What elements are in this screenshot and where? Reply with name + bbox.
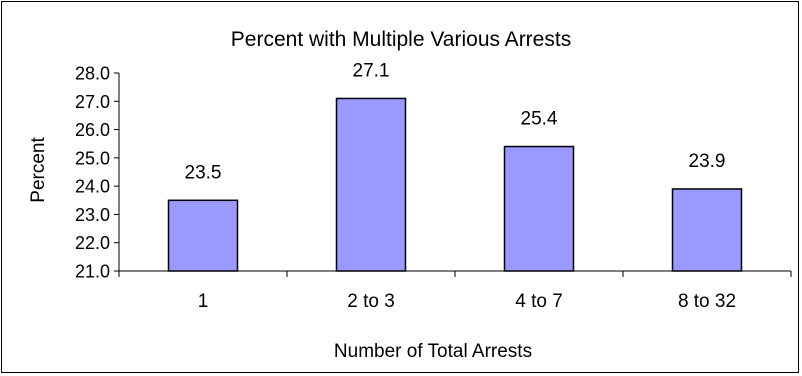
y-tick-label: 22.0 <box>75 233 110 253</box>
data-label: 25.4 <box>521 109 558 130</box>
y-tick-label: 28.0 <box>75 64 110 84</box>
bars <box>167 97 743 272</box>
bar <box>503 145 575 272</box>
data-label: 23.5 <box>185 162 222 183</box>
x-tick-label: 4 to 7 <box>515 291 563 312</box>
data-label: 27.1 <box>353 60 390 81</box>
y-tick-label: 23.0 <box>75 205 110 225</box>
y-tick-label: 26.0 <box>75 120 110 140</box>
bar <box>671 188 743 272</box>
x-axis-label: Number of Total Arrests <box>334 341 532 362</box>
x-tick-label: 2 to 3 <box>347 291 395 312</box>
x-tick-label: 8 to 32 <box>678 291 736 312</box>
bar <box>335 97 407 272</box>
data-label: 23.9 <box>689 151 726 172</box>
y-tick-label: 21.0 <box>75 262 110 282</box>
y-axis-label: Percent <box>28 137 49 203</box>
x-axis: 1 2 to 3 4 to 7 8 to 32 <box>118 270 792 312</box>
y-tick-label: 24.0 <box>75 177 110 197</box>
chart-title: Percent with Multiple Various Arrests <box>231 28 571 51</box>
y-tick-label: 27.0 <box>75 92 110 112</box>
x-tick-label: 1 <box>198 291 209 312</box>
y-tick-label: 25.0 <box>75 148 110 168</box>
bar <box>167 199 239 272</box>
y-axis: 21.0 22.0 23.0 24.0 25.0 26.0 27.0 28.0 <box>75 64 120 282</box>
data-labels: 23.5 27.1 25.4 23.9 <box>185 60 726 183</box>
